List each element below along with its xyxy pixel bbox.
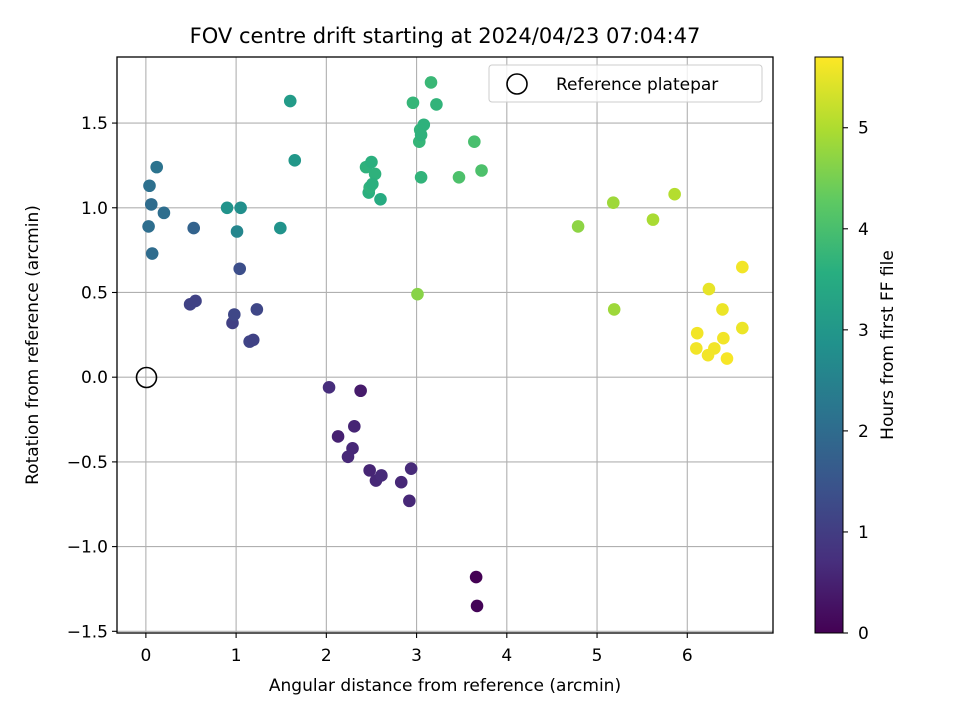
data-point	[716, 303, 729, 316]
data-point	[424, 76, 438, 89]
colorbar-tick-label: 2	[858, 422, 869, 442]
data-point	[736, 321, 749, 335]
data-point	[331, 430, 345, 443]
data-point	[228, 308, 241, 321]
colorbar-ticks: 0 1 2 3 4 5	[843, 119, 869, 644]
x-tick-label: 5	[592, 646, 603, 666]
data-point	[571, 220, 585, 233]
data-point	[189, 294, 202, 308]
data-point	[150, 160, 164, 174]
x-tick-label: 0	[140, 646, 151, 666]
x-tick-label: 1	[231, 646, 242, 666]
x-axis-label: Angular distance from reference (arcmin)	[269, 676, 621, 696]
data-point	[234, 201, 247, 215]
data-point	[469, 570, 483, 584]
x-tick-label: 2	[321, 646, 332, 666]
scatter-points	[142, 76, 749, 613]
data-point	[283, 94, 297, 108]
data-point	[452, 170, 466, 184]
data-point	[690, 342, 703, 355]
data-point	[690, 326, 704, 340]
colorbar: 0 1 2 3 4 5 Hours from first FF file	[814, 56, 898, 644]
data-point	[250, 303, 264, 316]
chart-title: FOV centre drift starting at 2024/04/23 …	[190, 24, 701, 48]
reference-platepar-marker	[135, 366, 158, 389]
x-tick-label: 3	[411, 646, 422, 666]
data-point	[348, 420, 361, 433]
colorbar-tick-label: 3	[858, 321, 869, 341]
data-point	[607, 303, 621, 316]
y-tick-label: −1.0	[67, 538, 108, 558]
x-tick-label: 4	[501, 646, 512, 666]
data-point	[365, 155, 378, 169]
colorbar-tick-label: 5	[858, 119, 869, 139]
colorbar-label: Hours from first FF file	[878, 250, 898, 440]
data-point	[394, 475, 408, 489]
data-point	[468, 135, 481, 149]
y-axis-label: Rotation from reference (arcmin)	[23, 205, 43, 485]
x-tick-label: 6	[682, 646, 693, 666]
data-point	[143, 179, 156, 193]
data-point	[274, 221, 287, 235]
y-tick-label: 0.0	[81, 368, 108, 388]
data-point	[322, 381, 336, 394]
colorbar-tick-label: 0	[858, 624, 869, 644]
data-point	[406, 96, 420, 110]
data-point	[145, 247, 159, 260]
data-point	[363, 464, 376, 477]
data-point	[157, 206, 171, 220]
data-point	[368, 167, 382, 181]
data-point	[246, 333, 260, 347]
colorbar-gradient	[814, 56, 844, 634]
data-point	[414, 128, 428, 142]
legend: Reference platepar	[488, 64, 763, 103]
data-point	[668, 187, 681, 201]
data-point	[414, 170, 428, 184]
data-point	[366, 177, 379, 191]
y-axis-ticks: −1.5 −1.0 −0.5 0.0 0.5 1.0 1.5	[67, 114, 117, 642]
colorbar-tick-label: 4	[858, 220, 869, 240]
data-point	[233, 262, 247, 276]
y-tick-label: 1.0	[81, 199, 108, 219]
y-tick-label: 1.5	[81, 114, 108, 134]
data-point	[475, 164, 488, 177]
x-axis-ticks: 0 1 2 3 4 5 6	[140, 633, 693, 666]
colorbar-tick-label: 1	[858, 523, 869, 543]
data-point	[230, 225, 244, 238]
data-point	[417, 118, 431, 132]
data-point	[403, 494, 416, 508]
data-point	[404, 462, 418, 475]
data-point	[341, 450, 355, 464]
y-tick-label: −0.5	[67, 453, 108, 473]
y-tick-label: 0.5	[81, 283, 108, 303]
legend-reference-marker	[506, 73, 528, 95]
legend-box	[488, 64, 763, 103]
data-point	[702, 282, 716, 296]
legend-reference-label: Reference platepar	[556, 75, 718, 95]
data-point	[720, 352, 734, 365]
data-point	[187, 221, 200, 235]
data-point	[288, 154, 302, 167]
data-point	[717, 331, 730, 345]
plot-frame	[116, 56, 774, 634]
data-point	[606, 196, 620, 209]
data-point	[646, 213, 660, 226]
data-point	[411, 287, 424, 301]
data-point	[701, 348, 715, 362]
data-point	[374, 193, 387, 206]
data-point	[142, 220, 155, 233]
data-point	[736, 260, 749, 274]
data-point	[220, 201, 234, 215]
data-point	[470, 599, 484, 613]
y-tick-label: −1.5	[67, 622, 108, 642]
data-point	[375, 469, 388, 482]
grid-lines	[117, 57, 773, 633]
data-point	[354, 384, 367, 398]
data-point	[430, 98, 443, 111]
data-point	[144, 198, 158, 211]
